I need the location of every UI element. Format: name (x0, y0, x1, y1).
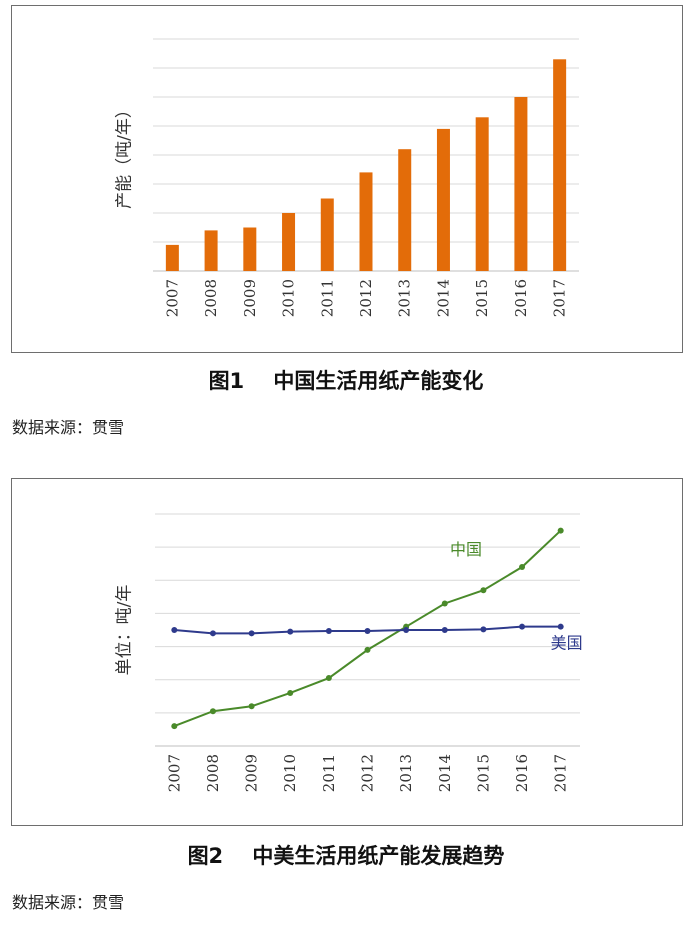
chart-2-point (557, 527, 564, 534)
chart-1-bar (359, 172, 373, 271)
chart-1-bar (165, 244, 179, 271)
chart-2-x-tick-label: 2010 (281, 754, 299, 792)
chart-2-point (364, 646, 371, 653)
chart-1: 产能（吨/年） 2007 2008 2009 2010 2011 2012 2013 2014 2… (115, 38, 579, 317)
chart-2-x-tick-label: 2016 (513, 754, 531, 792)
chart-2-x-tick-label: 2017 (552, 754, 570, 792)
chart-1-x-tick-label: 2016 (512, 279, 530, 317)
chart-2-x-tick-label: 2007 (165, 754, 183, 792)
chart-2-point (325, 675, 332, 682)
chart-1-x-tick-label: 2013 (396, 279, 414, 317)
chart-2-point (287, 628, 294, 635)
chart-2-y-axis-label: 单位：吨/年 (115, 585, 135, 676)
chart-1-x-tick-label: 2010 (280, 279, 298, 317)
chart-1-bar (398, 149, 412, 271)
chart-2-point (287, 689, 294, 696)
chart-2-x-tick-label: 2011 (320, 754, 338, 792)
chart-2-point (209, 708, 216, 715)
chart-1-bar (553, 59, 567, 271)
chart-1-bar (320, 198, 334, 271)
chart-1-bar (282, 213, 296, 271)
chart-2-point (171, 627, 178, 633)
chart-2-point (403, 627, 410, 633)
chart-1-bar (436, 128, 450, 271)
chart-2-point (441, 600, 448, 607)
chart-1-bar (243, 227, 257, 271)
chart-1-x-tick-label: 2008 (202, 279, 220, 317)
chart-2-point (171, 723, 178, 730)
chart-2-x-tick-label: 2015 (474, 754, 492, 792)
chart-1-x-tick-label: 2009 (241, 279, 259, 317)
chart-2-point (364, 627, 371, 634)
chart-2-x-tick-label: 2012 (359, 754, 377, 792)
chart-2-point (248, 703, 255, 710)
figure-1-source: 数据来源：贯雪 (12, 418, 125, 437)
chart-1-x-tick-label: 2012 (357, 279, 375, 317)
chart-2-point (519, 623, 526, 630)
chart-2-point (325, 627, 332, 634)
chart-2-point (248, 630, 255, 637)
figure-2-source: 数据来源：贯雪 (12, 893, 125, 912)
chart-1-frame (11, 5, 683, 353)
figure-2-caption: 图2 中美生活用纸产能发展趋势 (187, 844, 505, 868)
chart-1-x-tick-label: 2007 (163, 279, 181, 317)
chart-1-bar (514, 97, 528, 271)
chart-1-x-tick-label: 2011 (318, 279, 336, 317)
chart-1-x-tick-label: 2015 (473, 279, 491, 317)
chart-2-x-tick-label: 2009 (243, 754, 261, 792)
chart-2-point (480, 626, 487, 633)
chart-2-x-tick-label: 2013 (397, 754, 415, 792)
chart-2-frame (11, 478, 683, 826)
figure-1-caption: 图1 中国生活用纸产能变化 (208, 369, 484, 393)
chart-1-y-axis-label: 产能（吨/年） (115, 101, 135, 209)
chart-2: 单位：吨/年 2007 2008 2009 2010 2011 2012 2013 2014 20… (115, 513, 583, 792)
chart-1-bar (204, 230, 218, 271)
chart-1-x-tick-label: 2017 (551, 279, 569, 317)
chart-1-x-tick-label: 2014 (434, 279, 452, 317)
chart-2-point (480, 587, 487, 594)
chart-2-x-tick-label: 2014 (436, 754, 454, 792)
chart-2-point (519, 564, 526, 571)
chart-2-point (441, 627, 448, 633)
chart-2-point (557, 623, 564, 630)
chart-2-point (209, 630, 216, 637)
chart-2-series-label: 中国 (450, 540, 482, 559)
chart-2-series-label: 美国 (551, 634, 583, 653)
chart-2-x-tick-label: 2008 (204, 754, 222, 792)
chart-1-bar (475, 117, 489, 271)
